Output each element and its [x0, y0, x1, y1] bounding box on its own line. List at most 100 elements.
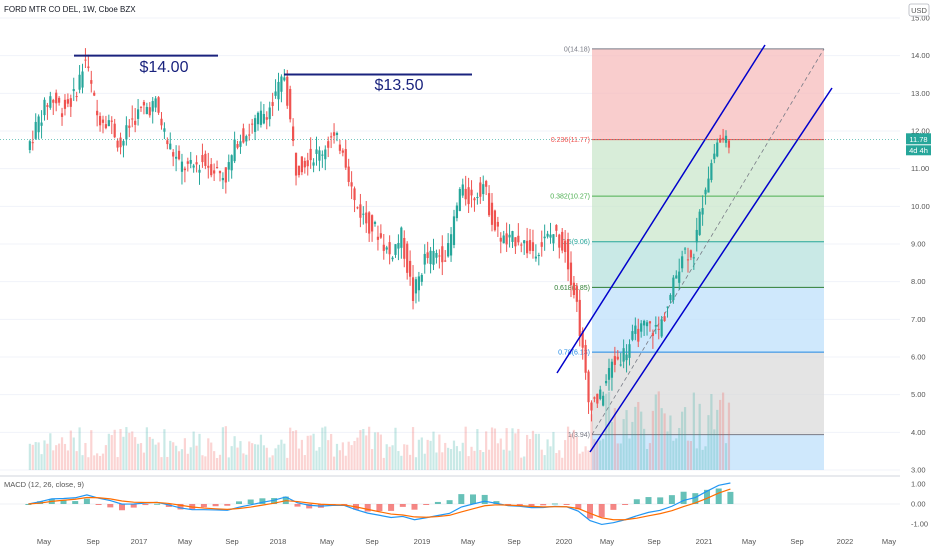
price-tick-label: 8.00: [911, 277, 926, 286]
macd-histogram-bar: [119, 504, 125, 511]
volume-bar: [253, 444, 257, 470]
volume-bar: [318, 447, 321, 470]
volume-bar: [201, 455, 204, 470]
candle-body: [517, 235, 520, 243]
volume-bar: [359, 430, 362, 470]
macd-histogram-bar: [434, 501, 441, 504]
candle-body: [578, 299, 581, 337]
time-tick-label: Sep: [790, 537, 803, 546]
volume-bar: [332, 456, 336, 470]
volume-bar: [686, 440, 690, 470]
candle-body: [75, 96, 78, 98]
volume-bar: [651, 410, 654, 470]
candle-body: [69, 98, 72, 107]
macd-histogram-bar: [458, 494, 465, 504]
price-tick-label: 6.00: [911, 353, 926, 362]
candle-body: [49, 96, 52, 108]
price-tick-label: 12.00: [911, 127, 930, 136]
candle-body: [221, 177, 225, 181]
candle-body: [204, 153, 207, 166]
candle-body: [555, 225, 558, 231]
currency-badge[interactable]: USD: [908, 3, 930, 17]
volume-bar: [561, 457, 564, 470]
candle-body: [473, 198, 476, 201]
price-annotations[interactable]: $14.00 $13.50: [0, 54, 900, 140]
candle-body: [128, 125, 131, 128]
candle-body: [441, 246, 444, 263]
candle-body: [490, 202, 494, 225]
macd-histogram-bar: [25, 504, 32, 505]
candle-body: [309, 148, 312, 161]
volume-bar: [189, 447, 192, 470]
candle-body: [423, 253, 426, 265]
volume-bar: [622, 419, 625, 470]
price-axis[interactable]: 15.00 14.00 13.00 12.00 11.00 10.00 9.00 8.00 7.…: [906, 14, 931, 475]
volume-bar: [236, 447, 239, 470]
candle-body: [347, 166, 350, 182]
candle-body: [461, 184, 464, 196]
volume-bar: [110, 435, 113, 470]
fib-zone: [592, 196, 824, 242]
volume-bar: [534, 433, 537, 470]
macd-histogram-bar: [493, 501, 500, 504]
volume-bar: [107, 433, 110, 470]
candle-body: [139, 106, 143, 108]
candle-body: [558, 234, 561, 248]
candle-body: [385, 247, 388, 250]
candle-body: [379, 233, 382, 238]
macd-histogram-bar: [645, 497, 652, 504]
channel-upper-line: [556, 44, 766, 374]
candle-body: [637, 328, 640, 342]
candle-body: [180, 161, 184, 172]
volume-bar: [414, 457, 418, 470]
volume-bar: [391, 445, 394, 470]
macd-histogram-bar: [633, 499, 640, 504]
candle-body: [271, 102, 274, 106]
candle-body: [177, 150, 181, 160]
candle-body: [543, 236, 546, 239]
volume-bar: [204, 456, 207, 470]
candle-body: [330, 136, 333, 138]
candle-body: [496, 221, 499, 227]
volume-bar: [218, 454, 222, 470]
volume-bar: [40, 454, 43, 470]
candle-body: [297, 165, 301, 176]
candle-body: [306, 160, 309, 167]
candle-body: [502, 235, 505, 244]
fib-zone: [592, 48, 824, 140]
candle-body: [248, 134, 251, 136]
candle-body: [262, 113, 265, 124]
volume-bar: [134, 437, 137, 470]
macd-histogram-bar: [598, 504, 605, 518]
volume-bar: [362, 428, 365, 470]
volume-bar: [409, 454, 412, 470]
candle-body: [84, 59, 87, 61]
annotation-label: $13.50: [375, 77, 424, 94]
time-axis[interactable]: May Sep 2017 May Sep 2018 May Sep 2019 May Sep 2020…: [37, 537, 896, 546]
trend-channel[interactable]: [556, 44, 833, 453]
volume-bar: [186, 453, 189, 470]
candle-body: [166, 140, 169, 145]
volume-bar: [63, 443, 67, 470]
volume-bar: [584, 446, 587, 470]
candle-body: [435, 252, 438, 258]
volume-bar: [397, 451, 400, 470]
volume-bar: [87, 457, 90, 470]
candle-body: [569, 262, 573, 286]
volume-bar: [300, 439, 303, 470]
macd-histogram-bar: [516, 504, 523, 506]
candle-body: [66, 99, 69, 104]
volume-bar: [239, 441, 242, 470]
price-tick-label: 15.00: [911, 14, 930, 23]
volume-bar: [681, 411, 684, 470]
fibonacci-retracement[interactable]: 0(14.18) 0.236(11.77) 0.382(10.27) 0.5(9.06…: [550, 46, 825, 470]
candle-body: [230, 155, 233, 171]
candle-body: [318, 150, 321, 161]
volume-bar: [376, 432, 380, 470]
candle-body: [315, 149, 318, 154]
volume-bar: [441, 452, 444, 470]
volume-bar: [306, 435, 309, 470]
volume-bar: [698, 403, 701, 470]
volume-bar: [259, 434, 263, 470]
